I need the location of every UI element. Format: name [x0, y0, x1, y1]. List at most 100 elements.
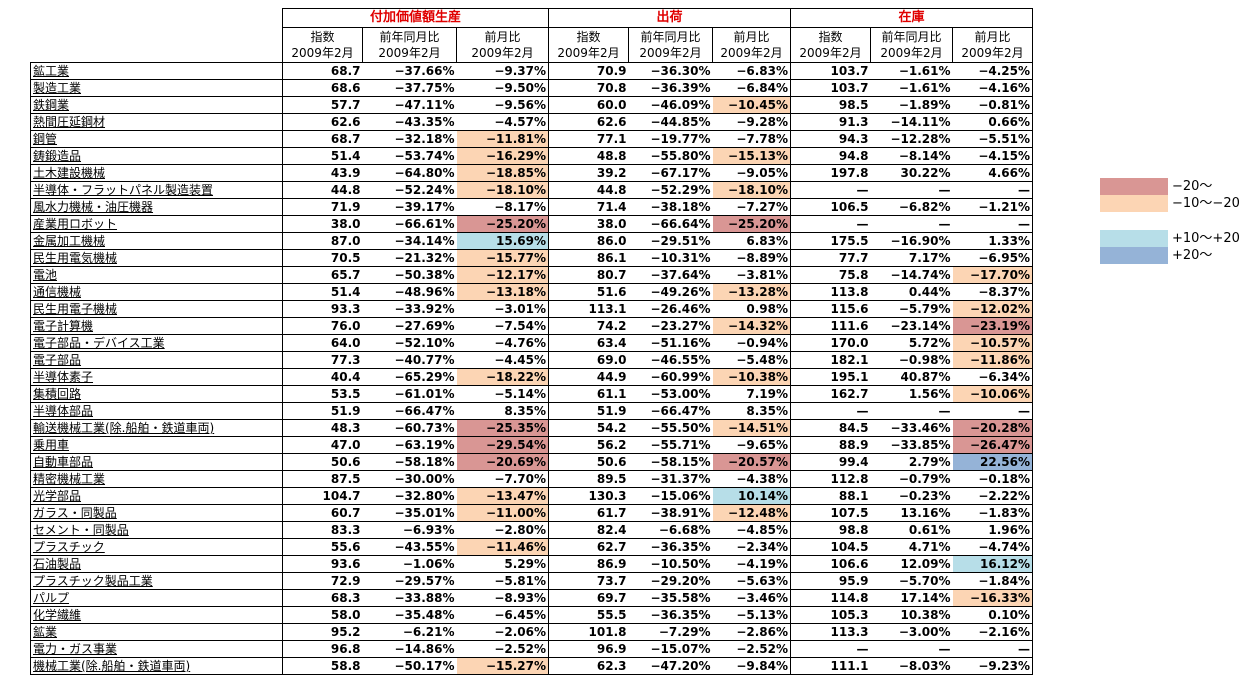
inventory-index-cell: 111.1	[790, 657, 871, 675]
shipments-yoy-cell: −46.09%	[628, 96, 713, 114]
shipments-index-cell: 86.0	[548, 232, 629, 250]
value-added-production-yoy-cell: −37.66%	[362, 62, 457, 80]
inventory-mom-cell: −1.84%	[952, 572, 1033, 590]
shipments-yoy-cell: −38.18%	[628, 198, 713, 216]
value-added-production-mom-cell: −29.54%	[456, 436, 549, 454]
shipments-mom-cell: −7.27%	[712, 198, 791, 216]
table-row: ガラス・同製品 60.7 −35.01% −11.00% 61.7 −38.91% −12.…	[30, 504, 1033, 522]
value-added-production-yoy-cell: −1.06%	[362, 555, 457, 573]
shipments-index-cell: 61.7	[548, 504, 629, 522]
sub-header-index: 指数 2009年2月	[282, 27, 363, 63]
sub-header-line1: 前月比	[974, 30, 1011, 44]
row-label: 乗用車	[30, 436, 283, 454]
value-added-production-mom-cell: −9.37%	[456, 62, 549, 80]
inventory-index-cell: 106.6	[790, 555, 871, 573]
shipments-yoy-cell: −66.47%	[628, 402, 713, 420]
shipments-mom-cell: −4.19%	[712, 555, 791, 573]
value-added-production-yoy-cell: −30.00%	[362, 470, 457, 488]
inventory-mom-cell: −10.57%	[952, 334, 1033, 352]
row-label: 化学繊維	[30, 606, 283, 624]
inventory-yoy-cell: −1.89%	[870, 96, 953, 114]
table-row: 通信機械 51.4 −48.96% −13.18% 51.6 −49.26% −13.28%…	[30, 283, 1033, 301]
value-added-production-mom-cell: −11.81%	[456, 130, 549, 148]
shipments-yoy-cell: −47.20%	[628, 657, 713, 675]
inventory-mom-cell: −2.16%	[952, 623, 1033, 641]
value-added-production-mom-cell: −25.35%	[456, 419, 549, 437]
shipments-yoy-cell: −23.27%	[628, 317, 713, 335]
inventory-mom-cell: −26.47%	[952, 436, 1033, 454]
shipments-yoy-cell: −31.37%	[628, 470, 713, 488]
row-label: 産業用ロボット	[30, 215, 283, 233]
value-added-production-mom-cell: −16.29%	[456, 147, 549, 165]
shipments-mom-cell: 6.83%	[712, 232, 791, 250]
value-added-production-mom-cell: −7.70%	[456, 470, 549, 488]
inventory-index-cell: 105.3	[790, 606, 871, 624]
row-label: 光学部品	[30, 487, 283, 505]
row-label: 風水力機械・油圧機器	[30, 198, 283, 216]
value-added-production-mom-cell: −2.52%	[456, 640, 549, 658]
value-added-production-mom-cell: −11.46%	[456, 538, 549, 556]
value-added-production-yoy-cell: −43.55%	[362, 538, 457, 556]
inventory-yoy-cell: —	[870, 640, 953, 658]
value-added-production-index-cell: 60.7	[282, 504, 363, 522]
inventory-yoy-cell: −14.11%	[870, 113, 953, 131]
inventory-yoy-cell: −16.90%	[870, 232, 953, 250]
sub-header-row: 指数 2009年2月 前年同月比 2009年2月 前月比 2009年2月 指数 2009年2月…	[31, 27, 1033, 63]
value-added-production-index-cell: 95.2	[282, 623, 363, 641]
value-added-production-yoy-cell: −14.86%	[362, 640, 457, 658]
value-added-production-mom-cell: −9.50%	[456, 79, 549, 97]
shipments-index-cell: 61.1	[548, 385, 629, 403]
inventory-mom-cell: −6.95%	[952, 249, 1033, 267]
inventory-index-cell: 197.8	[790, 164, 871, 182]
shipments-yoy-cell: −66.64%	[628, 215, 713, 233]
shipments-yoy-cell: −55.80%	[628, 147, 713, 165]
inventory-index-cell: 88.9	[790, 436, 871, 454]
shipments-yoy-cell: −10.50%	[628, 555, 713, 573]
value-added-production-index-cell: 64.0	[282, 334, 363, 352]
shipments-index-cell: 70.9	[548, 62, 629, 80]
shipments-index-cell: 113.1	[548, 300, 629, 318]
row-label: セメント・同製品	[30, 521, 283, 539]
value-added-production-index-cell: 51.4	[282, 147, 363, 165]
value-added-production-index-cell: 68.3	[282, 589, 363, 607]
shipments-index-cell: 51.6	[548, 283, 629, 301]
table-row: プラスチック 55.6 −43.55% −11.46% 62.7 −36.35% −2.34…	[30, 538, 1033, 556]
value-added-production-yoy-cell: −29.57%	[362, 572, 457, 590]
shipments-index-cell: 96.9	[548, 640, 629, 658]
inventory-yoy-cell: −0.79%	[870, 470, 953, 488]
row-label: プラスチック	[30, 538, 283, 556]
shipments-mom-cell: −10.45%	[712, 96, 791, 114]
sub-header-yoy: 前年同月比 2009年2月	[362, 27, 457, 63]
row-label: 半導体部品	[30, 402, 283, 420]
inventory-yoy-cell: −14.74%	[870, 266, 953, 284]
value-added-production-index-cell: 55.6	[282, 538, 363, 556]
value-added-production-mom-cell: −18.22%	[456, 368, 549, 386]
value-added-production-index-cell: 47.0	[282, 436, 363, 454]
shipments-mom-cell: −9.28%	[712, 113, 791, 131]
shipments-mom-cell: −7.78%	[712, 130, 791, 148]
value-added-production-index-cell: 87.5	[282, 470, 363, 488]
inventory-yoy-cell: −5.79%	[870, 300, 953, 318]
sub-header-line2: 2009年2月	[639, 46, 702, 60]
value-added-production-yoy-cell: −52.10%	[362, 334, 457, 352]
row-label: 精密機械工業	[30, 470, 283, 488]
shipments-yoy-cell: −36.35%	[628, 606, 713, 624]
table-row: 半導体・フラットパネル製造装置 44.8 −52.24% −18.10% 44.8 −52…	[30, 181, 1033, 199]
inventory-yoy-cell: −33.46%	[870, 419, 953, 437]
sub-header-line2: 2009年2月	[378, 46, 441, 60]
corner-cell	[31, 9, 283, 28]
inventory-mom-cell: 4.66%	[952, 164, 1033, 182]
value-added-production-mom-cell: −4.76%	[456, 334, 549, 352]
shipments-mom-cell: −12.48%	[712, 504, 791, 522]
shipments-mom-cell: −8.89%	[712, 249, 791, 267]
row-label: 電池	[30, 266, 283, 284]
value-added-production-yoy-cell: −34.14%	[362, 232, 457, 250]
legend-swatch	[1100, 230, 1168, 247]
shipments-mom-cell: −14.32%	[712, 317, 791, 335]
shipments-mom-cell: −15.13%	[712, 147, 791, 165]
value-added-production-index-cell: 72.9	[282, 572, 363, 590]
shipments-index-cell: 71.4	[548, 198, 629, 216]
value-added-production-mom-cell: 15.69%	[456, 232, 549, 250]
value-added-production-mom-cell: −25.20%	[456, 215, 549, 233]
value-added-production-index-cell: 50.6	[282, 453, 363, 471]
